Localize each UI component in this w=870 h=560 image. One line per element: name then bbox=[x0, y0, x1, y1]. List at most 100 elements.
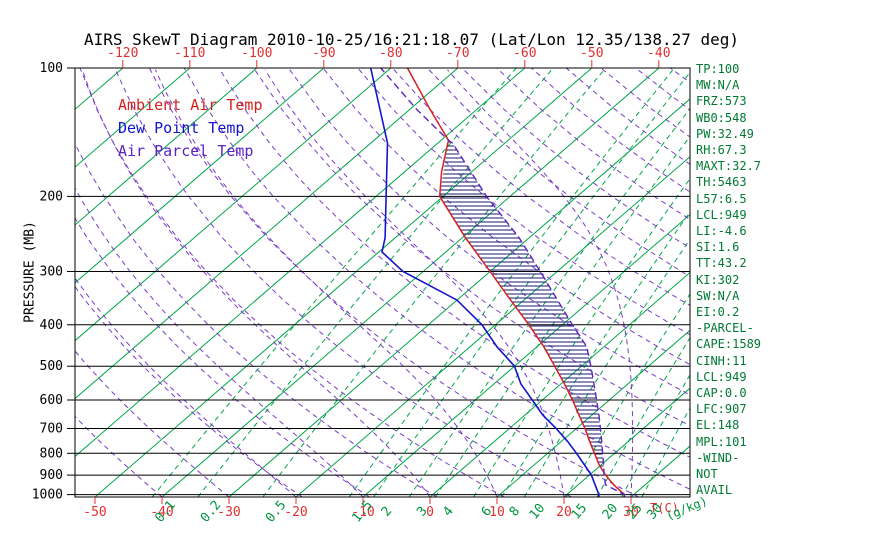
pressure-tick-label: 1000 bbox=[32, 488, 63, 503]
bottom-temp-tick-label: -20 bbox=[284, 505, 307, 520]
isotherm-line bbox=[496, 329, 690, 497]
pressure-tick-label: 900 bbox=[40, 468, 63, 483]
isotherm-line bbox=[75, 68, 191, 168]
bottom-temp-tick-label: -10 bbox=[351, 505, 374, 520]
bottom-temp-tick-label: 0 bbox=[426, 505, 434, 520]
stats-line: MW:N/A bbox=[696, 78, 740, 93]
stats-line: -PARCEL- bbox=[696, 321, 754, 336]
isotherm-line bbox=[75, 68, 526, 458]
mixing-ratio-tick-label: 15 bbox=[569, 501, 591, 523]
bottom-temp-tick-label: 10 bbox=[489, 505, 505, 520]
stats-line: MPL:101 bbox=[696, 434, 747, 449]
parcel-curve bbox=[380, 67, 626, 498]
mixing-ratio-line bbox=[408, 107, 690, 497]
isotherm-line bbox=[94, 68, 593, 497]
moist-adiabat-line bbox=[75, 187, 364, 497]
dry-adiabat-line bbox=[75, 217, 370, 497]
isotherm-line bbox=[161, 68, 660, 497]
bottom-temp-tick-label: 20 bbox=[556, 505, 572, 520]
plot-frame bbox=[74, 67, 691, 498]
moist-adiabat-line bbox=[154, 69, 498, 497]
mixing-ratio-line bbox=[523, 238, 690, 497]
stats-line: SI:1.6 bbox=[696, 240, 740, 255]
top-temp-tick-label: -90 bbox=[312, 46, 335, 61]
moist-adiabat-line bbox=[264, 69, 565, 497]
dry-adiabat-line bbox=[287, 68, 690, 396]
legend-dew-point-temp: Dew Point Temp bbox=[118, 119, 245, 137]
top-temp-tick-label: -110 bbox=[174, 46, 205, 61]
mixing-ratio-tick-label: 20 bbox=[600, 501, 622, 523]
dry-adiabat-line bbox=[426, 68, 690, 278]
bottom-temp-tick-label: -30 bbox=[217, 505, 240, 520]
stats-line: CAPE:1589 bbox=[696, 337, 762, 352]
stats-line: TP:100 bbox=[696, 62, 740, 76]
pressure-tick-label: 600 bbox=[40, 393, 63, 408]
stats-line: FRZ:573 bbox=[696, 94, 747, 109]
top-temp-tick-label: -70 bbox=[446, 46, 469, 61]
stats-line: EL:148 bbox=[696, 418, 740, 433]
stats-line: TT:43.2 bbox=[696, 256, 747, 271]
mixing-ratio-tick-label: 0.5 bbox=[263, 498, 290, 526]
stats-line: WB0:548 bbox=[696, 110, 747, 125]
mixing-ratio-tick-label: 2 bbox=[379, 504, 396, 520]
top-temp-tick-label: -100 bbox=[241, 46, 272, 61]
stats-line: -WIND- bbox=[696, 450, 740, 465]
stats-line: TH:5463 bbox=[696, 175, 747, 190]
stats-line: RH:67.3 bbox=[696, 143, 747, 158]
bottom-temp-tick-label: -40 bbox=[150, 505, 173, 520]
dry-adiabat-line bbox=[531, 68, 690, 193]
stats-line: LI:-4.6 bbox=[696, 224, 747, 239]
stats-line: AVAIL bbox=[696, 483, 733, 498]
mixing-ratio-tick-label: 0.2 bbox=[198, 498, 225, 526]
isotherm-line bbox=[75, 68, 392, 342]
stats-line: SW:N/A bbox=[696, 288, 740, 303]
stats-line: L57:6.5 bbox=[696, 191, 747, 206]
chart-title: AIRS SkewT Diagram 2010-10-25/16:21:18.0… bbox=[84, 30, 740, 49]
top-temp-tick-label: -50 bbox=[580, 46, 603, 61]
pressure-tick-label: 300 bbox=[40, 265, 63, 280]
moist-adiabat-line bbox=[75, 277, 297, 497]
stats-line: KI:302 bbox=[696, 272, 740, 287]
top-temp-tick-label: -80 bbox=[379, 46, 402, 61]
mixing-ratio-tick-label: 1.5 bbox=[349, 498, 376, 526]
top-temp-tick-label: -60 bbox=[513, 46, 536, 61]
dry-adiabat-line bbox=[183, 68, 690, 490]
stats-line: NOT bbox=[696, 467, 718, 482]
top-temp-tick-label: -120 bbox=[107, 46, 138, 61]
temperature-curve bbox=[406, 67, 626, 498]
dry-adiabat-line bbox=[461, 68, 690, 249]
isotherm-line bbox=[362, 213, 690, 497]
stats-line: LCL:949 bbox=[696, 207, 747, 222]
stats-line: CINH:11 bbox=[696, 353, 747, 368]
bottom-temp-tick-label: 30 bbox=[623, 505, 639, 520]
isotherm-line bbox=[228, 98, 690, 497]
stats-panel: TP:100 MW:N/A FRZ:573 WB0:548 PW:32.49 RH:67.… bbox=[696, 61, 761, 498]
stats-line: MAXT:32.7 bbox=[696, 159, 762, 174]
stats-line: CAP:0.0 bbox=[696, 386, 747, 401]
moist-adiabat-line bbox=[75, 350, 230, 497]
mixing-ratio-tick-label: 8 bbox=[507, 504, 524, 520]
dry-adiabat-line bbox=[357, 68, 690, 336]
pressure-tick-label: 400 bbox=[40, 318, 63, 333]
dry-adiabat-line bbox=[392, 68, 690, 306]
bottom-temp-tick-label: -50 bbox=[83, 505, 106, 520]
isotherm-line bbox=[75, 68, 459, 400]
isotherm-line bbox=[563, 387, 690, 497]
isotherm-line bbox=[75, 68, 258, 226]
pressure-tick-label: 100 bbox=[40, 61, 63, 76]
moist-adiabat-line bbox=[447, 69, 634, 497]
mixing-ratio-tick-label: 0.1 bbox=[152, 498, 179, 526]
pressure-tick-label: 500 bbox=[40, 359, 63, 374]
pressure-tick-label: 200 bbox=[40, 189, 63, 204]
pressure-tick-label: 800 bbox=[40, 446, 63, 461]
stats-line: EI:0.2 bbox=[696, 305, 740, 320]
moist-adiabat-line bbox=[75, 415, 163, 497]
moist-adiabat-line bbox=[81, 69, 431, 497]
temp-unit-label: T(C) bbox=[650, 501, 679, 515]
legend-air-parcel-temp: Air Parcel Temp bbox=[118, 142, 254, 160]
mixing-ratio-tick-label: 4 bbox=[440, 504, 457, 520]
legend-ambient-air-temp: Ambient Air Temp bbox=[118, 96, 263, 114]
pressure-tick-label: 700 bbox=[40, 422, 63, 437]
top-temp-tick-label: -40 bbox=[647, 46, 670, 61]
